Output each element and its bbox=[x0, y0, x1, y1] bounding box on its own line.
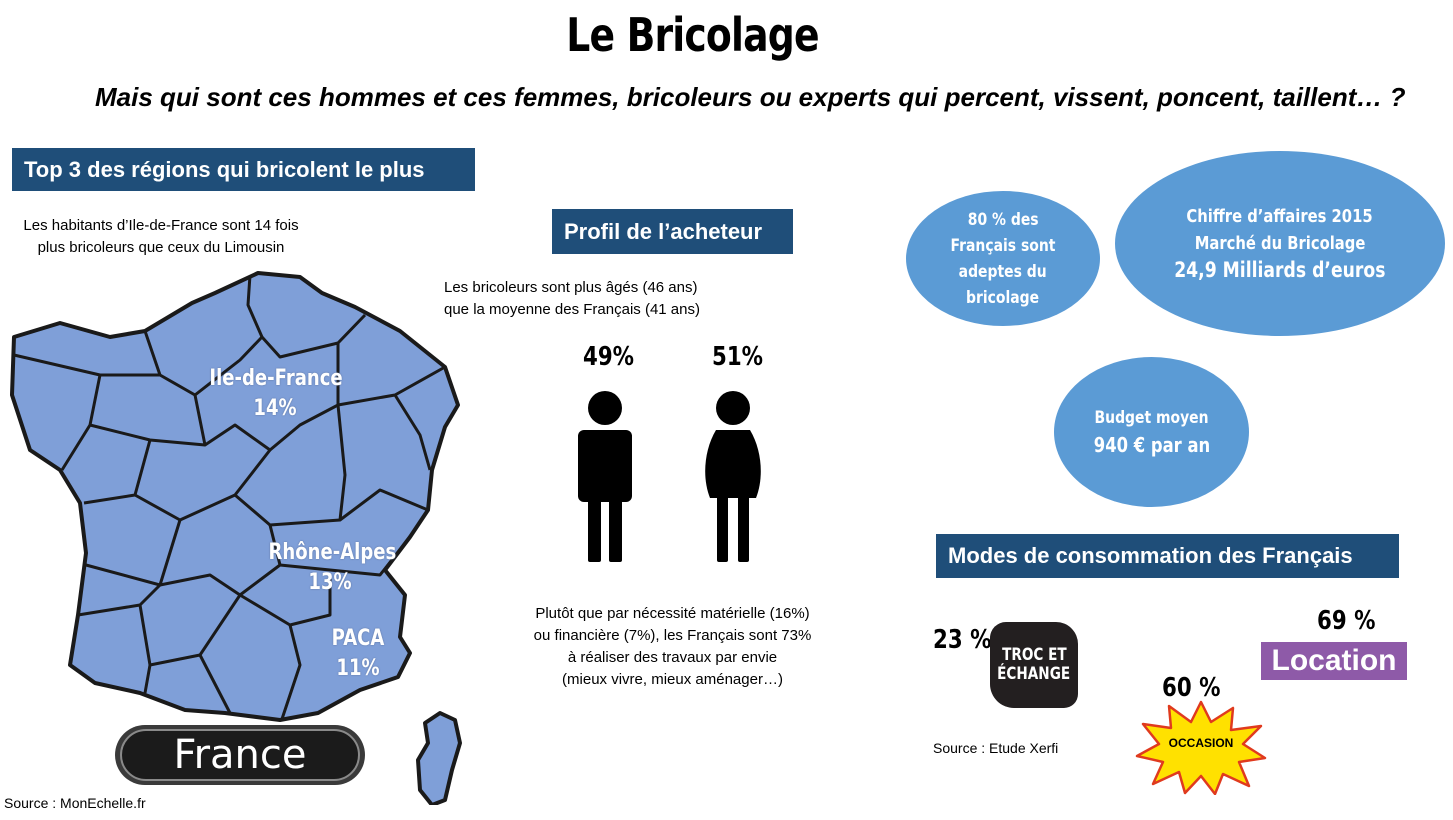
regions-intro-line-1: Les habitants d’Ile-de-France sont 14 fo… bbox=[23, 217, 299, 234]
regions-source: Source : MonEchelle.fr bbox=[4, 795, 146, 811]
female-percent: 51% bbox=[712, 342, 764, 372]
france-mainland bbox=[10, 271, 460, 722]
regions-intro: Les habitants d’Ile-de-France sont 14 fo… bbox=[0, 215, 322, 259]
france-badge-label: France bbox=[173, 732, 307, 778]
location-badge: Location bbox=[1261, 642, 1407, 680]
profile-motive-line-3: à réaliser des travaux par envie bbox=[567, 649, 778, 666]
profile-motive-line-2: ou financière (7%), les Français sont 73… bbox=[533, 627, 812, 644]
occasion-badge-label: OCCASION bbox=[1168, 736, 1234, 750]
occasion-starburst bbox=[1135, 700, 1267, 795]
profile-motive-line-4: (mieux vivre, mieux aménager…) bbox=[562, 671, 783, 688]
bubble-adeptes-line: bricolage bbox=[966, 287, 1040, 308]
region-name: PACA bbox=[331, 626, 385, 651]
region-label-ile-de-france: Ile-de-France 14% bbox=[195, 364, 355, 424]
bubble-chiffre-line: Chiffre d’affaires 2015 bbox=[1186, 206, 1374, 227]
bubble-budget-line: 940 € par an bbox=[1093, 433, 1210, 457]
profile-motive-text: Plutôt que par nécessité matérielle (16%… bbox=[505, 603, 840, 691]
troc-percent: 23 % bbox=[933, 625, 992, 655]
region-label-rhone-alpes: Rhône-Alpes 13% bbox=[255, 538, 405, 598]
france-map bbox=[10, 271, 462, 805]
profile-age-line-1: Les bricoleurs sont plus âgés (46 ans) bbox=[444, 279, 698, 296]
bubble-budget-line: Budget moyen bbox=[1094, 408, 1209, 428]
regions-heading: Top 3 des régions qui bricolent le plus bbox=[12, 148, 475, 191]
bubble-adeptes-line: adeptes du bbox=[959, 261, 1047, 282]
region-percent: 13% bbox=[308, 570, 352, 595]
troc-badge-line-1: TROC ET bbox=[1001, 645, 1067, 665]
profile-age-text: Les bricoleurs sont plus âgés (46 ans) q… bbox=[444, 277, 700, 321]
bubble-adeptes-line: Français sont bbox=[950, 235, 1056, 256]
consumption-source: Source : Etude Xerfi bbox=[933, 740, 1059, 756]
regions-intro-line-2: plus bricoleurs que ceux du Limousin bbox=[37, 239, 285, 256]
profile-age-line-2: que la moyenne des Français (41 ans) bbox=[444, 301, 700, 318]
france-badge bbox=[115, 725, 365, 785]
region-percent: 14% bbox=[253, 396, 297, 421]
occasion-percent: 60 % bbox=[1162, 673, 1221, 703]
bubble-adeptes: 80 % des Français sont adeptes du bricol… bbox=[906, 191, 1100, 326]
page-title: Le Bricolage bbox=[566, 8, 819, 62]
corsica-island bbox=[416, 711, 462, 805]
bubble-budget: Budget moyen 940 € par an bbox=[1054, 357, 1249, 507]
location-percent: 69 % bbox=[1317, 606, 1376, 636]
region-label-paca: PACA 11% bbox=[318, 624, 398, 684]
male-person-icon bbox=[578, 391, 632, 562]
bubble-chiffre-affaires: Chiffre d’affaires 2015 Marché du Bricol… bbox=[1115, 151, 1445, 336]
region-percent: 11% bbox=[336, 656, 380, 681]
bubble-chiffre-line: 24,9 Milliards d’euros bbox=[1174, 258, 1386, 282]
female-person-icon bbox=[705, 391, 761, 562]
bubble-chiffre-line: Marché du Bricolage bbox=[1194, 233, 1366, 254]
profile-heading: Profil de l’acheteur bbox=[552, 209, 793, 254]
profile-motive-line-1: Plutôt que par nécessité matérielle (16%… bbox=[535, 605, 810, 622]
consumption-heading: Modes de consommation des Français bbox=[936, 534, 1399, 578]
male-percent: 49% bbox=[583, 342, 635, 372]
region-name: Ile-de-France bbox=[209, 366, 343, 391]
page-subtitle: Mais qui sont ces hommes et ces femmes, … bbox=[95, 82, 1406, 112]
troc-badge-line-2: ÉCHANGE bbox=[997, 664, 1071, 684]
bubble-adeptes-line: 80 % des bbox=[967, 209, 1039, 230]
region-name: Rhône-Alpes bbox=[268, 540, 397, 565]
troc-echange-badge: TROC ET ÉCHANGE bbox=[990, 622, 1078, 708]
